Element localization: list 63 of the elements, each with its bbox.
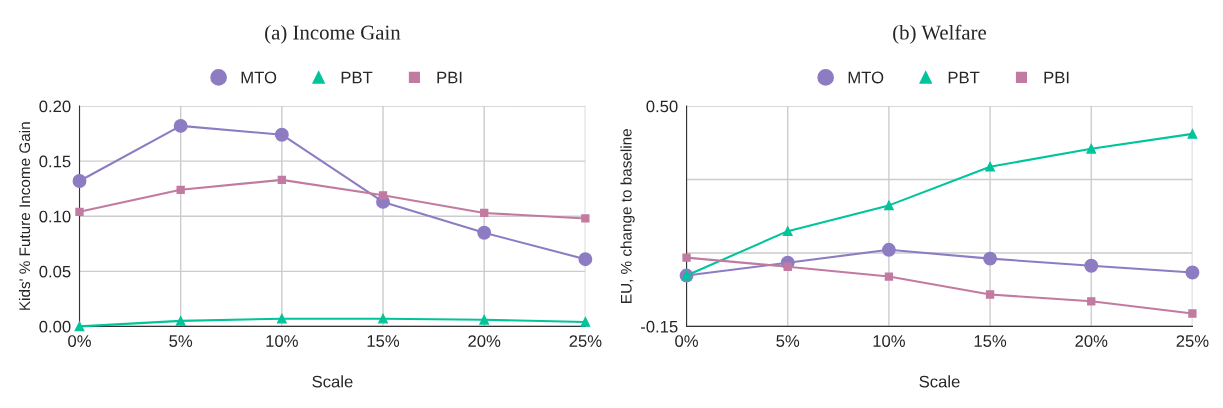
- point: [985, 161, 995, 172]
- legend-label: MTO: [241, 71, 277, 84]
- point: [881, 242, 896, 257]
- x-tick-label: 25%: [569, 335, 602, 347]
- point: [480, 208, 489, 218]
- legend-label: PBT: [341, 71, 373, 84]
- x-tick-label: 0%: [675, 335, 698, 347]
- legend-label: PBT: [948, 71, 980, 84]
- x-axis-title: Scale: [919, 375, 960, 388]
- x-tick-label: 15%: [367, 335, 400, 347]
- x-tick-label: 15%: [974, 335, 1007, 347]
- point: [580, 317, 591, 327]
- point: [884, 272, 894, 281]
- chart-title: (b) Welfare: [893, 24, 987, 44]
- chart-title: (a) Income Gain: [265, 24, 401, 44]
- y-axis-title: Kids' % Future Income Gain: [18, 122, 31, 310]
- point: [72, 174, 87, 188]
- point: [1185, 265, 1200, 280]
- point: [276, 313, 287, 324]
- y-tick-label: 0.15: [39, 155, 71, 168]
- point: [1087, 297, 1096, 306]
- y-tick-label: -0.15: [640, 320, 678, 333]
- y-tick-label: 0.10: [39, 210, 71, 223]
- point: [479, 314, 490, 325]
- legend-label: PBI: [1044, 71, 1069, 84]
- point: [176, 185, 185, 194]
- x-tick-label: 20%: [468, 335, 501, 347]
- point: [74, 321, 85, 332]
- legend-label: MTO: [848, 71, 884, 84]
- point: [1084, 258, 1099, 273]
- point: [782, 226, 793, 237]
- point: [578, 252, 593, 267]
- point: [75, 207, 84, 217]
- point: [783, 262, 792, 271]
- point: [477, 225, 492, 240]
- y-tick-label: 0.50: [646, 100, 678, 113]
- point: [682, 253, 691, 262]
- y-axis-title: EU, % change to baseline: [620, 129, 635, 303]
- legend-label: PBI: [437, 71, 462, 84]
- point: [378, 313, 388, 324]
- x-tick-label: 5%: [776, 335, 800, 347]
- point: [985, 290, 995, 299]
- y-tick-label: 0.05: [39, 265, 71, 278]
- point: [1086, 143, 1097, 154]
- point: [581, 214, 590, 223]
- point: [884, 200, 894, 211]
- x-tick-label: 25%: [1176, 335, 1209, 347]
- y-tick-label: 0.00: [39, 320, 71, 333]
- x-tick-label: 0%: [68, 335, 91, 347]
- point: [274, 127, 289, 142]
- point: [983, 251, 998, 266]
- x-tick-label: 5%: [169, 335, 193, 347]
- point: [378, 191, 388, 200]
- x-tick-label: 10%: [873, 335, 905, 347]
- point: [277, 175, 287, 185]
- point: [1188, 309, 1197, 318]
- x-tick-label: 20%: [1075, 335, 1108, 347]
- x-tick-label: 10%: [266, 335, 298, 347]
- point: [175, 316, 186, 326]
- point: [173, 118, 188, 133]
- y-tick-label: 0.20: [39, 100, 71, 113]
- x-axis-title: Scale: [312, 375, 353, 388]
- point: [1187, 129, 1198, 139]
